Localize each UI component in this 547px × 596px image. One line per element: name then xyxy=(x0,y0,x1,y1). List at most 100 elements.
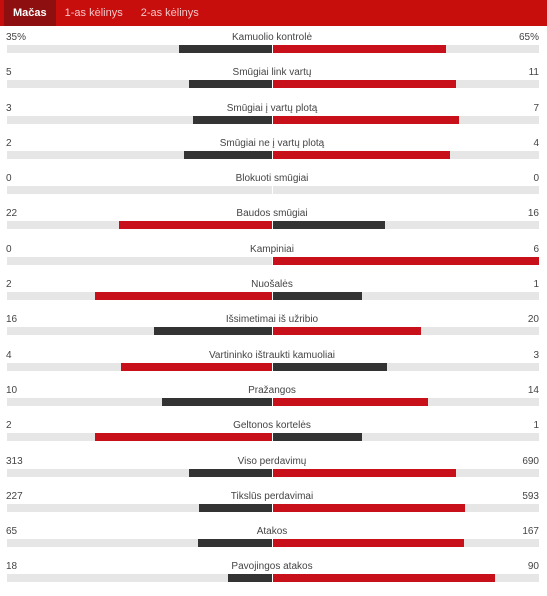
stat-row: 0 Blokuoti smūgiai 0 xyxy=(0,172,547,207)
home-bar-fill xyxy=(120,362,272,371)
home-bar-track xyxy=(7,115,272,124)
stat-label: Vartininko ištraukti kamuoliai xyxy=(209,349,335,361)
stat-label: Smūgiai link vartų xyxy=(232,67,312,79)
home-bar-track xyxy=(7,539,272,548)
stat-row: 227 Tikslūs perdavimai 593 xyxy=(0,490,547,525)
home-value: 2 xyxy=(6,137,12,149)
away-bar-fill xyxy=(273,539,465,548)
home-bar-track xyxy=(7,503,272,512)
away-bar-track xyxy=(273,221,539,230)
home-bar-fill xyxy=(189,80,272,89)
away-value: 1 xyxy=(533,420,539,432)
away-value: 1 xyxy=(533,279,539,291)
home-bar-fill xyxy=(154,327,272,336)
away-bar-fill xyxy=(273,574,495,583)
stat-label: Smūgiai į vartų plotą xyxy=(226,102,318,114)
home-bar-fill xyxy=(189,468,272,477)
home-bar-fill xyxy=(161,397,272,406)
stat-label: Blokuoti smūgiai xyxy=(235,173,309,185)
stat-row: 18 Pavojingos atakos 90 xyxy=(0,560,547,595)
tab-first-half[interactable]: 1-as kėlinys xyxy=(64,7,123,19)
away-value: 6 xyxy=(533,243,539,255)
home-value: 3 xyxy=(6,102,12,114)
stat-row: 5 Smūgiai link vartų 11 xyxy=(0,66,547,101)
stat-row: 313 Viso perdavimų 690 xyxy=(0,455,547,490)
away-bar-track xyxy=(273,539,539,548)
away-bar-track xyxy=(273,574,539,583)
stat-label: Kamuolio kontrolė xyxy=(231,32,313,43)
home-value: 0 xyxy=(6,243,12,255)
away-value: 3 xyxy=(533,349,539,361)
away-bar-fill xyxy=(273,327,421,336)
home-bar-fill xyxy=(179,45,272,53)
home-bar-fill xyxy=(198,503,272,512)
home-bar-fill xyxy=(192,115,272,124)
stat-row: 35% Kamuolio kontrolė 65% xyxy=(0,31,547,66)
away-value: 14 xyxy=(527,384,539,396)
away-bar-fill xyxy=(273,80,456,89)
home-bar-track xyxy=(7,397,272,406)
away-bar-track xyxy=(273,45,539,53)
away-bar-fill xyxy=(273,45,446,53)
away-bar-track xyxy=(273,80,539,89)
stat-row: 2 Geltonos kortelės 1 xyxy=(0,419,547,454)
away-bar-track xyxy=(273,433,539,442)
stat-label: Atakos xyxy=(256,526,288,538)
home-bar-track xyxy=(7,150,272,159)
home-value: 2 xyxy=(6,279,12,291)
away-bar-track xyxy=(273,362,539,371)
away-bar-track xyxy=(273,256,539,265)
stat-row: 65 Atakos 167 xyxy=(0,525,547,560)
away-value: 16 xyxy=(527,208,539,220)
away-bar-track xyxy=(273,186,539,195)
tab-second-half[interactable]: 2-as kėlinys xyxy=(140,7,199,19)
home-value: 2 xyxy=(6,420,12,432)
stat-row: 16 Išsimetimai iš užribio 20 xyxy=(0,313,547,348)
home-value: 35% xyxy=(6,32,27,43)
away-bar-fill xyxy=(273,221,385,230)
away-bar-track xyxy=(273,468,539,477)
stat-row: 10 Pražangos 14 xyxy=(0,384,547,419)
away-value: 7 xyxy=(533,102,539,114)
away-value: 0 xyxy=(533,173,539,185)
away-bar-track xyxy=(273,503,539,512)
away-bar-fill xyxy=(273,468,456,477)
home-value: 227 xyxy=(6,490,23,502)
home-bar-track xyxy=(7,574,272,583)
match-stats-list: 35% Kamuolio kontrolė 65% 5 Smūgiai link var… xyxy=(0,26,547,596)
stat-row: 2 Nuošalės 1 xyxy=(0,278,547,313)
stat-label: Nuošalės xyxy=(251,279,293,291)
away-bar-fill xyxy=(273,433,362,442)
home-value: 22 xyxy=(6,208,18,220)
home-bar-track xyxy=(7,433,272,442)
home-value: 18 xyxy=(6,561,18,573)
away-bar-track xyxy=(273,327,539,336)
away-bar-track xyxy=(273,115,539,124)
tab-match[interactable]: Mačas xyxy=(4,0,56,26)
away-bar-track xyxy=(273,397,539,406)
home-bar-track xyxy=(7,468,272,477)
away-value: 65% xyxy=(518,32,539,43)
home-bar-fill xyxy=(95,292,272,301)
away-bar-track xyxy=(273,292,539,301)
home-value: 313 xyxy=(6,455,23,467)
stat-label: Pražangos xyxy=(248,384,296,396)
home-value: 5 xyxy=(6,67,12,79)
away-value: 593 xyxy=(522,490,539,502)
away-bar-fill xyxy=(273,362,387,371)
away-bar-fill xyxy=(273,150,451,159)
home-bar-track xyxy=(7,221,272,230)
home-bar-track xyxy=(7,292,272,301)
away-bar-track xyxy=(273,150,539,159)
home-bar-track xyxy=(7,80,272,89)
period-tab-bar: Mačas 1-as kėlinys 2-as kėlinys xyxy=(0,0,547,26)
home-bar-fill xyxy=(95,433,272,442)
away-value: 11 xyxy=(528,67,539,79)
stat-label: Pavojingos atakos xyxy=(231,561,313,573)
stat-label: Smūgiai ne į vartų plotą xyxy=(219,137,325,149)
away-value: 20 xyxy=(527,314,539,326)
home-bar-fill xyxy=(227,574,272,583)
stat-label: Kampiniai xyxy=(250,243,294,255)
stat-row: 4 Vartininko ištraukti kamuoliai 3 xyxy=(0,349,547,384)
away-value: 167 xyxy=(522,526,539,538)
